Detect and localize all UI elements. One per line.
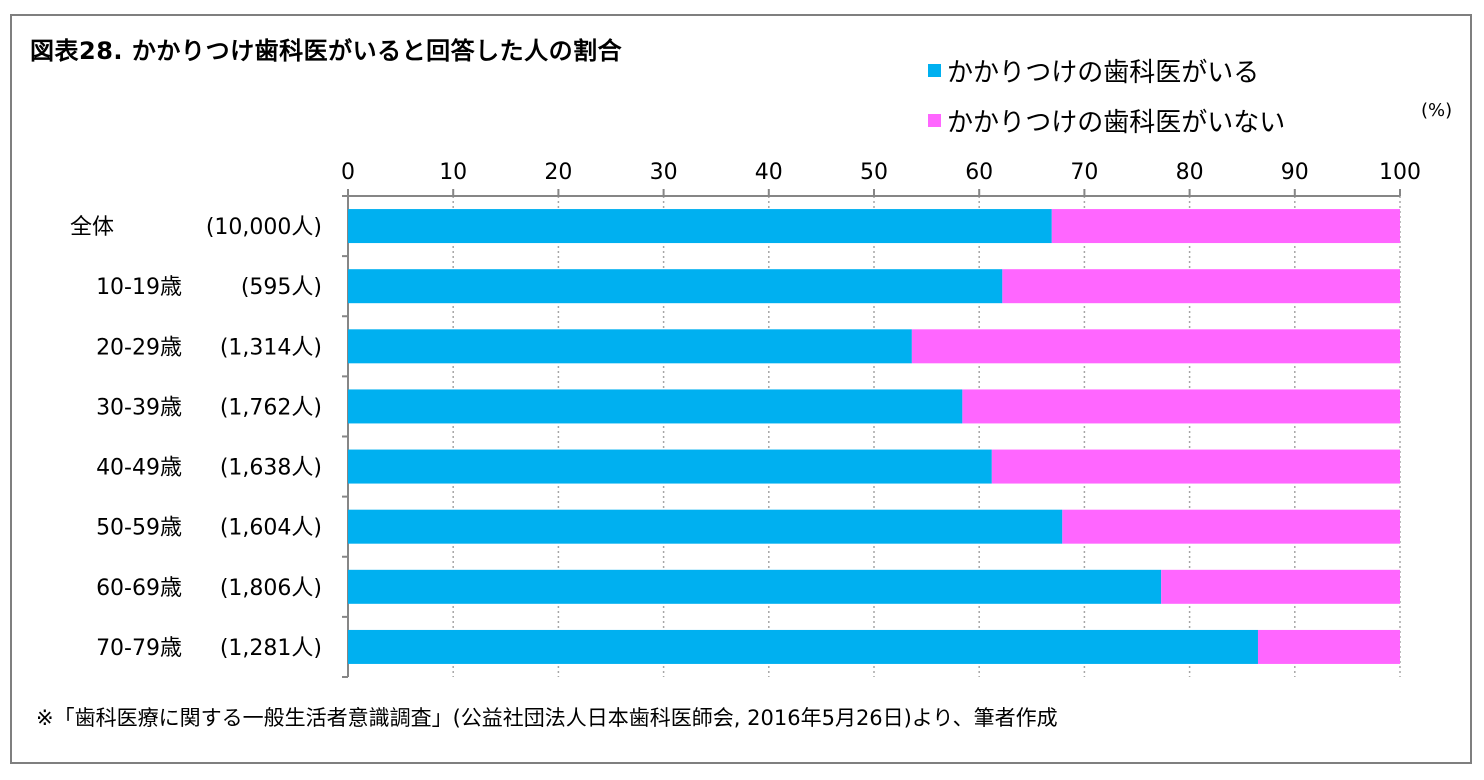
source-note: ※「歯科医療に関する一般生活者意識調査」(公益社団法人日本歯科医師会, 2016… xyxy=(36,706,1058,730)
bar-no-dentist xyxy=(991,449,1400,484)
category-count-label: (1,604人) xyxy=(220,516,322,541)
category-count-label: (595人) xyxy=(241,275,322,300)
bar-no-dentist xyxy=(911,329,1400,364)
x-tick-label: 90 xyxy=(1281,160,1309,185)
category-label: 70-79歳 xyxy=(96,636,182,661)
legend-label-no-dentist: かかりつけの歯科医がいない xyxy=(947,108,1286,138)
bar-has-dentist xyxy=(348,449,992,484)
x-tick-label: 80 xyxy=(1176,160,1204,185)
category-label: 10-19歳 xyxy=(96,275,182,300)
category-count-label: (1,281人) xyxy=(220,636,322,661)
legend-item-has-dentist: かかりつけの歯科医がいる xyxy=(928,52,1259,89)
category-count-label: (1,806人) xyxy=(220,576,322,601)
bar-has-dentist xyxy=(348,209,1052,244)
category-count-label: (10,000人) xyxy=(206,215,322,240)
bar-no-dentist xyxy=(1062,509,1400,544)
category-label: 30-39歳 xyxy=(96,395,182,420)
bar-has-dentist xyxy=(348,389,963,424)
category-label: 全体 xyxy=(70,215,114,240)
legend-item-no-dentist: かかりつけの歯科医がいない xyxy=(928,102,1285,139)
bar-no-dentist xyxy=(1161,569,1400,604)
bar-no-dentist xyxy=(962,389,1400,424)
bar-has-dentist xyxy=(348,629,1258,664)
bar-has-dentist xyxy=(348,329,912,364)
legend-label-has-dentist: かかりつけの歯科医がいる xyxy=(947,58,1260,88)
bar-has-dentist xyxy=(348,569,1162,604)
bar-no-dentist xyxy=(1002,269,1400,304)
x-tick-label: 10 xyxy=(439,160,467,185)
category-count-label: (1,314人) xyxy=(220,335,322,360)
category-label: 40-49歳 xyxy=(96,456,182,481)
x-tick-label: 70 xyxy=(1070,160,1098,185)
x-tick-label: 20 xyxy=(544,160,572,185)
bar-no-dentist xyxy=(1257,629,1400,664)
chart-title: 図表28. かかりつけ歯科医がいると回答した人の割合 xyxy=(30,37,623,65)
x-tick-label: 0 xyxy=(341,160,355,185)
category-label: 50-59歳 xyxy=(96,516,182,541)
category-count-label: (1,762人) xyxy=(220,395,322,420)
x-tick-label: 40 xyxy=(755,160,783,185)
category-label: 20-29歳 xyxy=(96,335,182,360)
bar-no-dentist xyxy=(1051,209,1400,244)
legend-swatch-has-dentist xyxy=(928,64,941,77)
bar-has-dentist xyxy=(348,509,1063,544)
category-label: 60-69歳 xyxy=(96,576,182,601)
category-count-label: (1,638人) xyxy=(220,456,322,481)
unit-label: (%) xyxy=(1421,100,1453,121)
x-tick-label: 100 xyxy=(1379,160,1421,185)
x-tick-label: 50 xyxy=(860,160,888,185)
legend-swatch-no-dentist xyxy=(928,114,941,127)
bar-has-dentist xyxy=(348,269,1003,304)
x-tick-label: 60 xyxy=(965,160,993,185)
x-tick-label: 30 xyxy=(650,160,678,185)
